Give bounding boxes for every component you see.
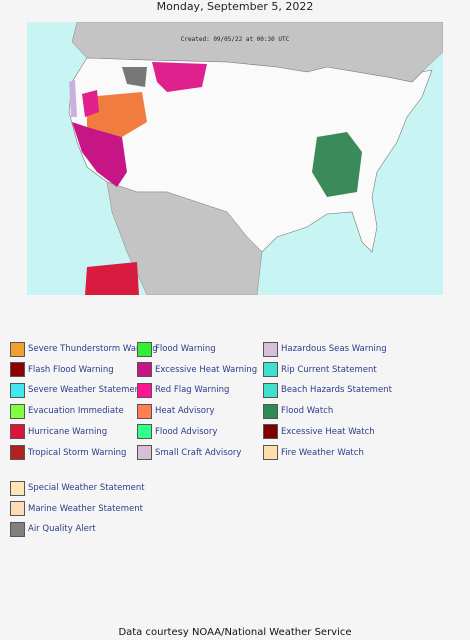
legend-swatch bbox=[10, 424, 25, 440]
legend-label: Hurricane Warning bbox=[28, 426, 108, 437]
legend-item: Flood Warning bbox=[137, 341, 216, 357]
legend-label: Flood Watch bbox=[281, 406, 334, 417]
legend-swatch bbox=[10, 480, 25, 496]
legend-swatch bbox=[10, 382, 25, 398]
legend-item: Fire Weather Watch bbox=[263, 445, 364, 461]
legend-item: Severe Weather Statement bbox=[10, 382, 143, 398]
legend-label: Small Craft Advisory bbox=[155, 447, 242, 458]
legend-swatch bbox=[263, 403, 278, 419]
legend-swatch bbox=[10, 501, 25, 516]
legend-label: Tropical Storm Warning bbox=[28, 447, 127, 458]
legend-label: Red Flag Warning bbox=[155, 385, 230, 396]
red-flag-area bbox=[152, 62, 207, 92]
legend-label: Excessive Heat Warning bbox=[155, 364, 258, 375]
legend-swatch bbox=[137, 445, 152, 460]
legend-label: Excessive Heat Watch bbox=[281, 426, 375, 437]
legend-label: Severe Thunderstorm Warning bbox=[28, 344, 158, 354]
legend-swatch bbox=[137, 382, 152, 398]
legend-swatch bbox=[263, 362, 278, 378]
legend-swatch bbox=[263, 341, 278, 357]
heat-warning-area bbox=[72, 122, 127, 187]
marine-area bbox=[69, 80, 77, 117]
legend-item: Heat Advisory bbox=[137, 403, 214, 419]
legend-item: Rip Current Statement bbox=[263, 362, 377, 378]
legend-item: Small Craft Advisory bbox=[137, 445, 241, 461]
mexico bbox=[106, 181, 263, 295]
legend-item: Excessive Heat Watch bbox=[263, 424, 375, 440]
legend-label: Marine Weather Statement bbox=[28, 503, 143, 514]
legend-item: Excessive Heat Warning bbox=[137, 362, 257, 378]
legend-label: Heat Advisory bbox=[155, 406, 215, 417]
legend-item: Severe Thunderstorm Warning bbox=[10, 341, 158, 357]
legend-item: Tropical Storm Warning bbox=[10, 445, 126, 461]
legend-swatch bbox=[10, 445, 25, 460]
legend-swatch bbox=[263, 445, 278, 460]
legend-swatch bbox=[263, 424, 278, 440]
heat-advisory-area bbox=[87, 92, 147, 137]
legend-label: Severe Weather Statement bbox=[28, 385, 144, 396]
legend-swatch bbox=[10, 521, 25, 537]
legend-item: Special Weather Statement bbox=[10, 480, 145, 496]
flood-watch-area bbox=[312, 132, 362, 197]
legend-label: Rip Current Statement bbox=[281, 364, 377, 375]
legend-swatch bbox=[137, 362, 152, 378]
legend-item: Air Quality Alert bbox=[10, 521, 96, 537]
legend-swatch bbox=[137, 341, 152, 357]
legend-item: Hurricane Warning bbox=[10, 424, 107, 440]
legend-swatch bbox=[10, 403, 25, 419]
legend-label: Flood Advisory bbox=[155, 426, 218, 437]
map-timestamp: Created: 09/05/22 at 00:30 UTC bbox=[181, 36, 290, 43]
legend-item: Evacuation Immediate bbox=[10, 403, 124, 419]
legend-item: Hazardous Seas Warning bbox=[263, 341, 387, 357]
red-flag-area bbox=[82, 90, 99, 117]
legend-label: Fire Weather Watch bbox=[281, 447, 364, 458]
legend-swatch bbox=[10, 341, 25, 357]
legend-label: Evacuation Immediate bbox=[28, 406, 124, 417]
legend-item: Flash Flood Warning bbox=[10, 362, 114, 378]
legend-swatch bbox=[263, 382, 278, 398]
legend-label: Flash Flood Warning bbox=[28, 364, 114, 375]
legend-label: Special Weather Statement bbox=[28, 483, 145, 493]
legend-swatch bbox=[10, 362, 25, 378]
footer: Data courtesy NOAA/National Weather Serv… bbox=[118, 627, 352, 638]
legend-swatch bbox=[137, 424, 152, 440]
page-title: Monday, September 5, 2022 bbox=[156, 0, 314, 13]
alert-map: Created: 09/05/22 at 00:30 UTC bbox=[27, 22, 443, 295]
legend-swatch bbox=[137, 403, 152, 419]
hurricane-area bbox=[85, 262, 139, 295]
legend-label: Hazardous Seas Warning bbox=[281, 344, 387, 354]
legend-item: Beach Hazards Statement bbox=[263, 382, 392, 398]
legend-label: Flood Warning bbox=[155, 344, 216, 354]
legend-item: Red Flag Warning bbox=[137, 382, 229, 398]
air-quality-area bbox=[122, 67, 147, 87]
legend-item: Flood Advisory bbox=[137, 424, 217, 440]
legend-label: Air Quality Alert bbox=[28, 524, 96, 534]
legend-item: Flood Watch bbox=[263, 403, 333, 419]
legend-item: Marine Weather Statement bbox=[10, 501, 143, 517]
legend-label: Beach Hazards Statement bbox=[281, 385, 392, 396]
